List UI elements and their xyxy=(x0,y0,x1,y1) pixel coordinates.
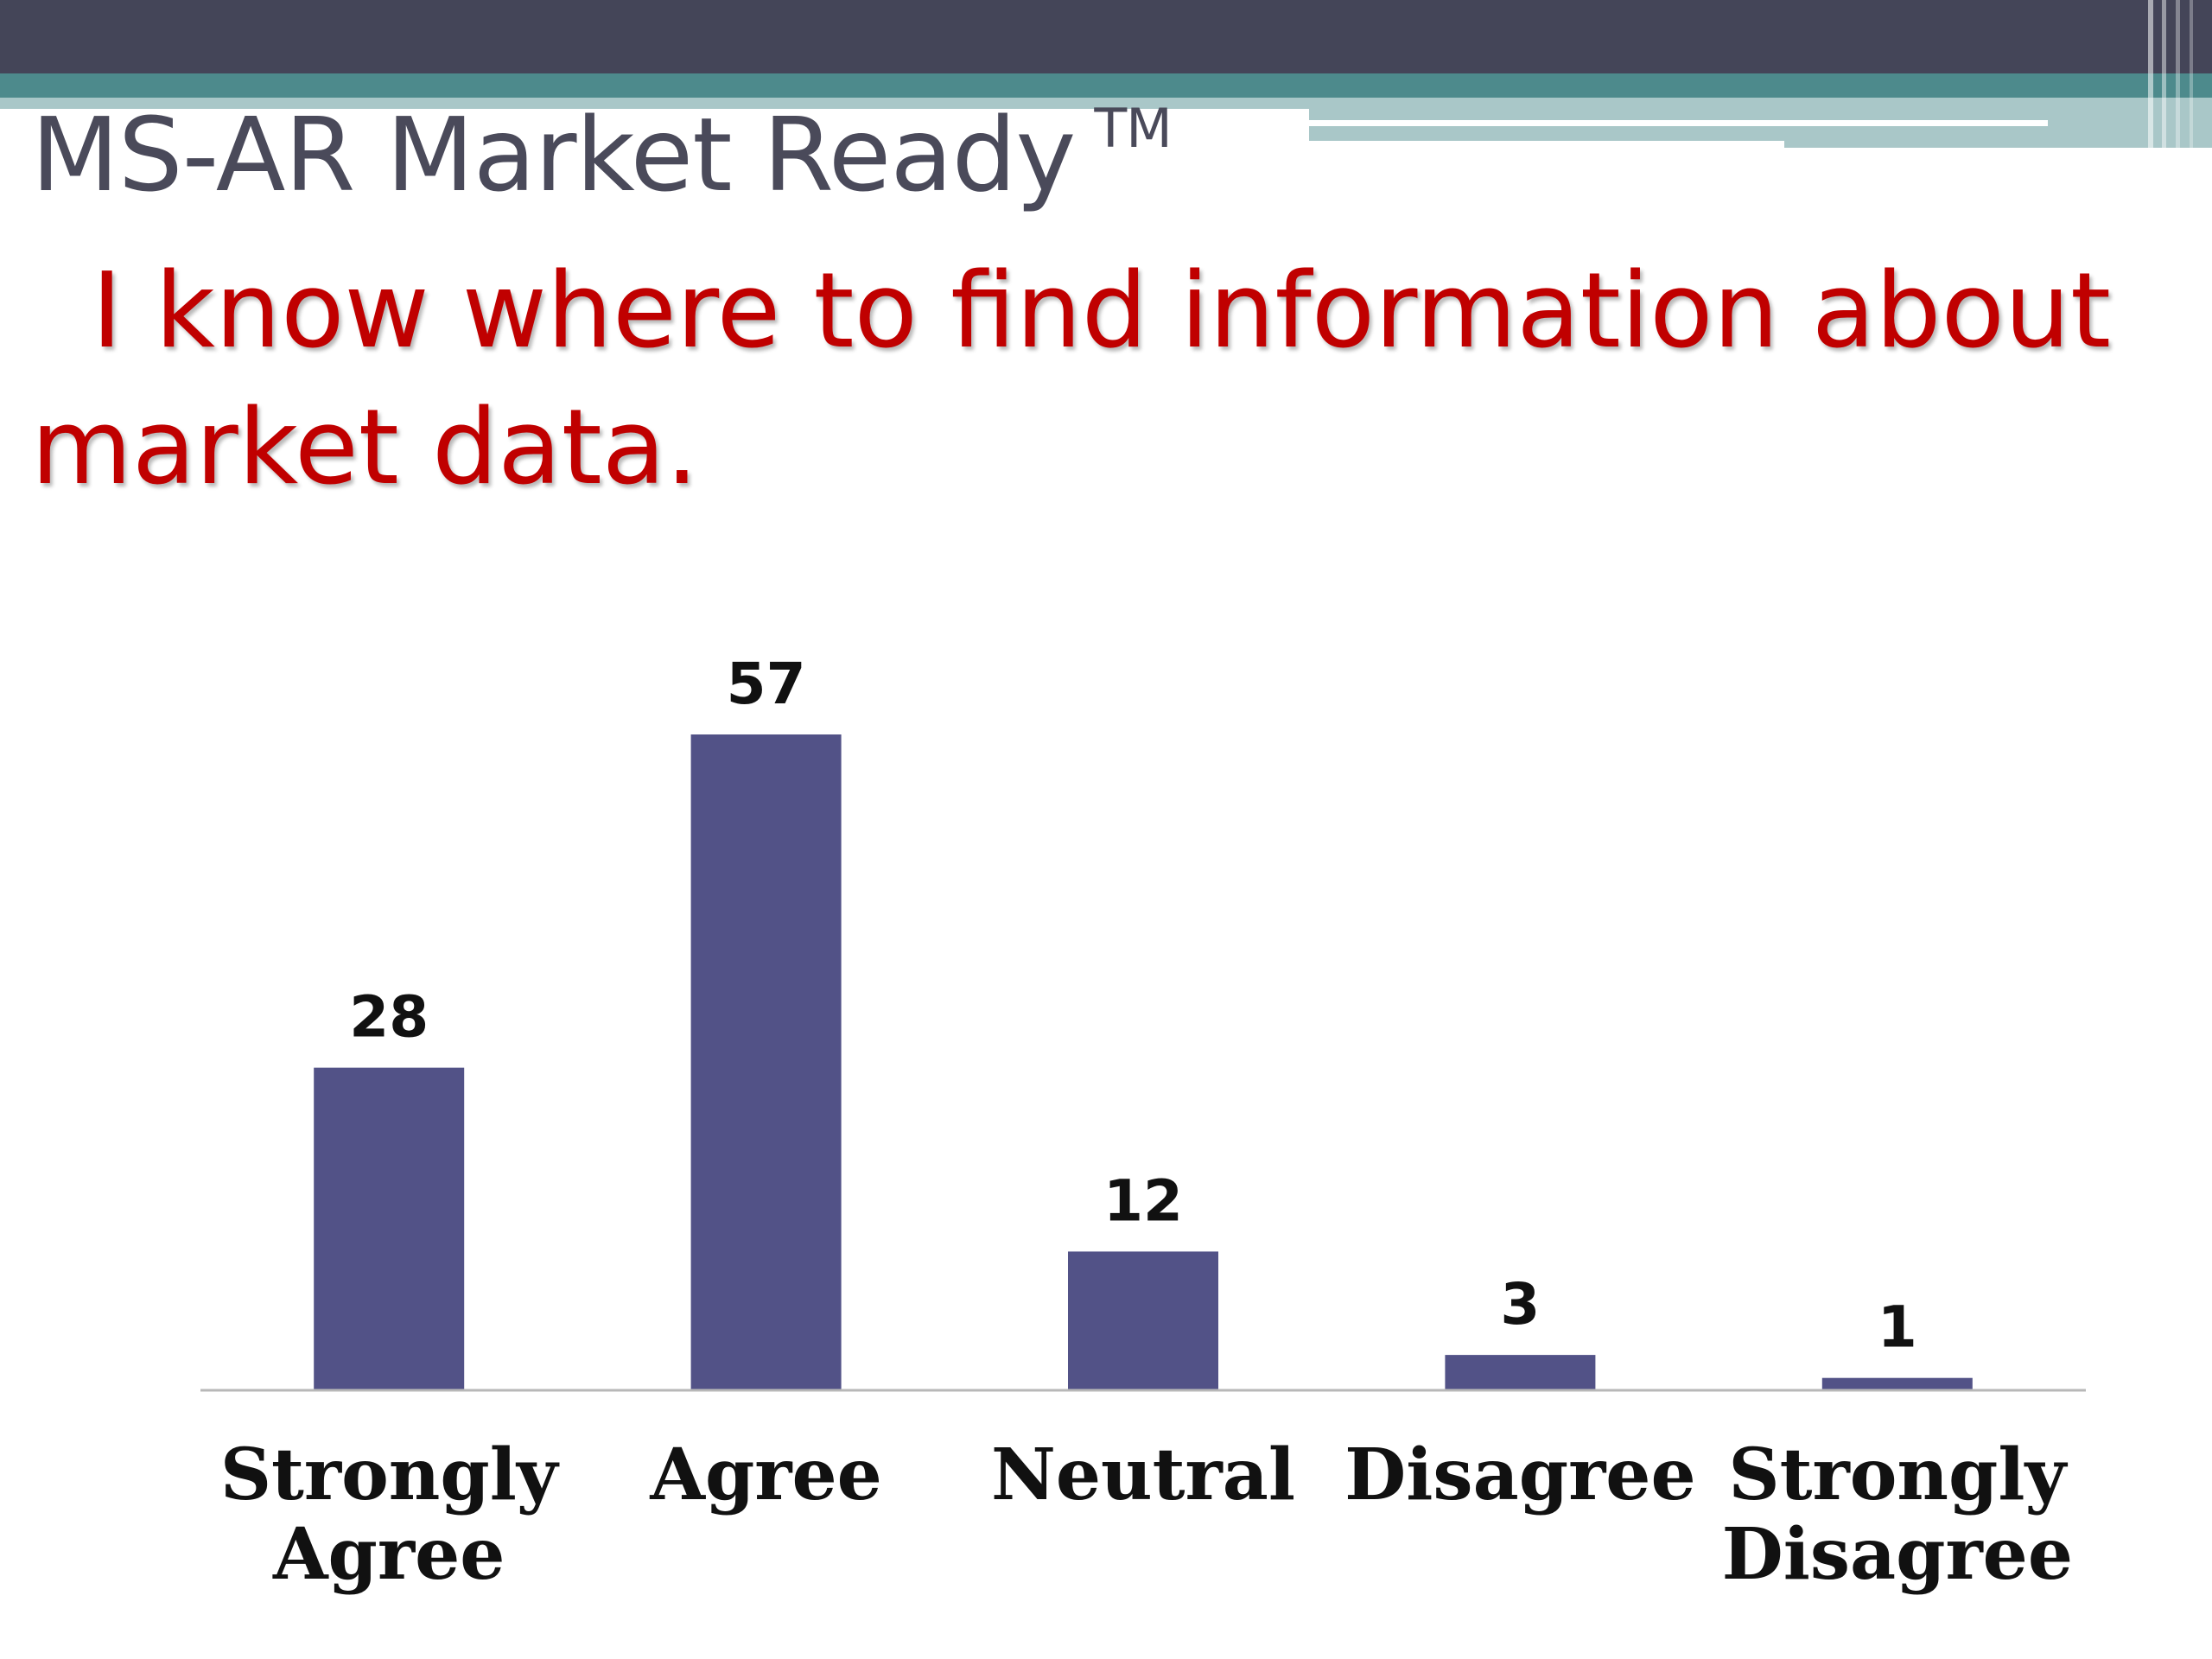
edge-accent-2 xyxy=(2162,0,2166,148)
teal-stripe xyxy=(0,73,2212,98)
category-label-1-line-0: Agree xyxy=(649,1433,882,1516)
right-white-line-2 xyxy=(1309,141,1784,148)
category-label-2-line-0: Neutral xyxy=(991,1433,1295,1516)
bar-2 xyxy=(1068,1251,1218,1389)
survey-question: I know where to find information about m… xyxy=(31,251,2112,508)
bar-1 xyxy=(690,734,842,1389)
data-label-2: 12 xyxy=(1103,1167,1183,1234)
slide-heading: MS-AR Market Ready TM xyxy=(31,102,1173,207)
category-label-4-line-0: Strongly xyxy=(1728,1433,2068,1516)
data-label-0: 28 xyxy=(349,984,429,1051)
light-teal-stripe xyxy=(0,98,1309,109)
slide-heading-text: MS-AR Market Ready xyxy=(31,95,1076,214)
bar-0 xyxy=(314,1067,465,1389)
category-label-0-line-1: Agree xyxy=(272,1513,505,1596)
category-label-4-line-1: Disagree xyxy=(1722,1513,2073,1596)
edge-accent-1 xyxy=(2148,0,2153,148)
edge-accent-4 xyxy=(2190,0,2193,148)
trademark-symbol: TM xyxy=(1094,97,1172,160)
data-label-4: 1 xyxy=(1878,1294,1917,1361)
bar-4 xyxy=(1821,1377,1973,1389)
edge-accent-3 xyxy=(2176,0,2180,148)
top-dark-band xyxy=(0,0,2212,73)
bar-3 xyxy=(1445,1355,1596,1389)
data-label-3: 3 xyxy=(1500,1271,1540,1338)
data-label-1: 57 xyxy=(727,651,806,717)
category-label-3-line-0: Disagree xyxy=(1344,1433,1695,1516)
category-label-0-line-0: Strongly xyxy=(220,1433,560,1516)
right-white-line-1 xyxy=(1309,120,2048,126)
